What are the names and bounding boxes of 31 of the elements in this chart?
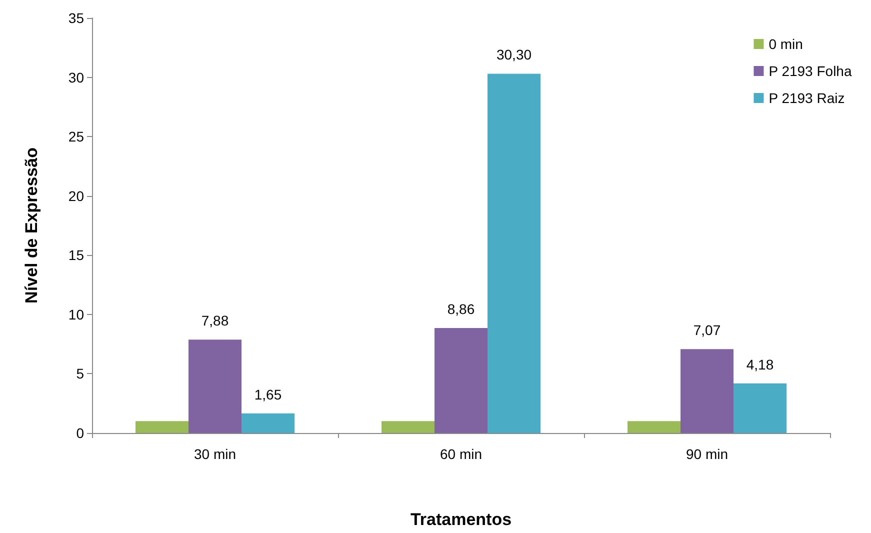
x-axis-title: Tratamentos <box>410 510 512 529</box>
y-tick-label: 5 <box>76 366 84 382</box>
data-label: 7,88 <box>201 312 229 329</box>
bar <box>382 421 434 433</box>
y-tick-label: 20 <box>68 188 84 204</box>
bar <box>136 421 188 433</box>
y-tick-label: 30 <box>68 69 84 86</box>
y-axis-title: Nível de Expressão <box>22 148 41 304</box>
bar <box>434 328 488 433</box>
y-tick-label: 35 <box>68 10 84 26</box>
data-label: 7,07 <box>693 322 721 338</box>
legend-label: P 2193 Folha <box>768 63 852 79</box>
data-label: 30,30 <box>496 46 532 63</box>
x-tick-label: 60 min <box>440 446 482 462</box>
y-tick-label: 15 <box>68 247 84 264</box>
bar <box>734 383 786 433</box>
y-tick-label: 10 <box>68 306 84 322</box>
bar <box>242 413 294 433</box>
bar <box>628 421 680 433</box>
y-tick-label: 0 <box>76 425 84 441</box>
y-tick-label: 25 <box>68 128 84 145</box>
data-label: 4,18 <box>746 356 774 372</box>
data-label: 8,86 <box>447 300 475 317</box>
bar <box>680 349 734 433</box>
legend-label: 0 min <box>768 36 803 52</box>
bar <box>188 340 242 433</box>
legend-label: P 2193 Raiz <box>768 90 845 106</box>
x-tick-label: 30 min <box>194 446 236 462</box>
data-label: 1,65 <box>254 386 282 402</box>
x-tick-label: 90 min <box>686 446 728 462</box>
bar <box>488 74 540 433</box>
